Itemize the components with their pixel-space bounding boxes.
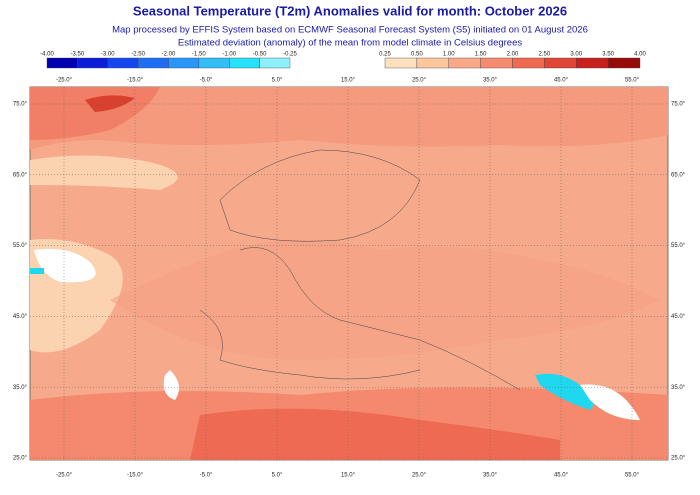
colorbar-box	[384, 57, 418, 69]
colorbar-box	[416, 57, 449, 69]
colorbar-label: 3.50	[602, 52, 614, 58]
colorbar-box	[544, 57, 577, 69]
colorbar-label: 4.00	[634, 52, 646, 58]
latitude-label: 55.0°	[671, 243, 686, 249]
colorbar-label: 2.50	[539, 52, 551, 58]
map	[29, 86, 669, 461]
latitude-label: 25.0°	[13, 456, 28, 462]
longitude-label: -25.0°	[56, 473, 73, 479]
longitude-label: 45.0°	[554, 473, 569, 479]
latitude-label: 35.0°	[13, 385, 28, 391]
longitude-label: 5.0°	[272, 78, 283, 84]
title: Seasonal Temperature (T2m) Anomalies val…	[133, 3, 567, 18]
colorbar-label: -2.00	[162, 52, 176, 58]
colorbar-box	[107, 57, 139, 69]
latitude-label: 75.0°	[13, 102, 28, 108]
latitude-label: 45.0°	[13, 314, 28, 320]
longitude-label: 15.0°	[341, 473, 356, 479]
longitude-label: 55.0°	[625, 473, 640, 479]
latitude-label: 65.0°	[13, 172, 28, 178]
subtitle: Map processed by EFFIS System based on E…	[112, 25, 588, 36]
colorbar-box	[229, 57, 260, 69]
colorbar-label: -3.50	[71, 52, 85, 58]
colorbar-box	[480, 57, 513, 69]
colorbar-label: -0.25	[283, 52, 297, 58]
colorbar-box	[512, 57, 545, 69]
latitude-label: 25.0°	[671, 456, 686, 462]
graticule	[30, 87, 668, 460]
longitude-label: -5.0°	[200, 473, 213, 479]
subtitle: Estimated deviation (anomaly) of the mea…	[178, 38, 523, 49]
longitude-label: -25.0°	[56, 78, 73, 84]
longitude-label: 55.0°	[625, 78, 640, 84]
colorbar-label: -1.00	[222, 52, 236, 58]
colorbar-box	[607, 57, 641, 69]
colorbar-label: 1.50	[475, 52, 487, 58]
colorbar-label: -2.50	[131, 52, 145, 58]
colorbar-box	[576, 57, 609, 69]
latitude-label: 65.0°	[671, 172, 686, 178]
colorbar-label: 0.25	[379, 52, 391, 58]
longitude-label: -5.0°	[200, 78, 213, 84]
latitude-label: 35.0°	[671, 385, 686, 391]
colorbar-label: 3.00	[570, 52, 582, 58]
colorbar-box	[77, 57, 108, 69]
colorbar-label: 1.00	[443, 52, 455, 58]
longitude-label: 35.0°	[483, 78, 498, 84]
longitude-label: 25.0°	[412, 78, 427, 84]
longitude-label: 15.0°	[341, 78, 356, 84]
colorbar-label: 0.50	[411, 52, 423, 58]
longitude-label: 5.0°	[272, 473, 283, 479]
colorbar-box	[198, 57, 230, 69]
colorbar-box	[46, 57, 78, 69]
colorbar-label: -1.50	[192, 52, 206, 58]
colorbar-label: 2.00	[507, 52, 519, 58]
longitude-label: 45.0°	[554, 78, 569, 84]
colorbar-box	[137, 57, 169, 69]
colorbar-box	[259, 57, 291, 69]
colorbar-box	[448, 57, 481, 69]
longitude-label: -15.0°	[127, 78, 144, 84]
latitude-label: 45.0°	[671, 314, 686, 320]
longitude-label: -15.0°	[127, 473, 144, 479]
colorbar-label: -0.50	[253, 52, 267, 58]
latitude-label: 55.0°	[13, 243, 28, 249]
colorbar-box	[168, 57, 200, 69]
latitude-label: 75.0°	[671, 102, 686, 108]
colorbar-label: -4.00	[40, 52, 54, 58]
longitude-label: 35.0°	[483, 473, 498, 479]
colorbar-label: -3.00	[101, 52, 115, 58]
longitude-label: 25.0°	[412, 473, 427, 479]
labels: -25.0° -25.0° -15.0° -15.0° -5.0° -5.0° 5.0° 5.…	[13, 78, 686, 479]
